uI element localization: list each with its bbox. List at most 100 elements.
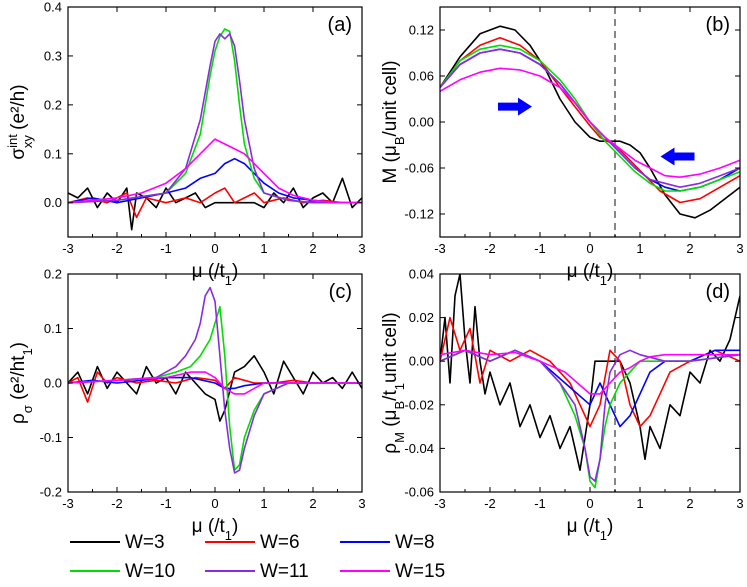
x-axis-label: μ (/t1) [192,261,239,288]
x-axis-label: μ (/t1) [567,261,614,288]
x-tick-label: 0 [211,496,218,511]
x-tick-label: -3 [434,496,446,511]
y-tick-label: 0.4 [44,0,62,15]
series-line-w10 [440,44,740,192]
y-tick-label: 0.1 [44,321,62,336]
y-tick-label: 0.06 [409,69,434,84]
legend: W=3 W=6 W=8 W=10 W=11 W=15 [70,532,445,582]
series-line-w15 [68,138,362,204]
x-tick-label: -2 [484,241,496,256]
panel-d: -3 -2 -1 0 1 2 3 -0.06 -0.04 -0.02 0.00 0.02 0.04 (d)… [380,267,744,543]
legend-item-w10: W=10 [70,561,175,582]
series-line-w10 [440,349,740,489]
legend-label: W=11 [260,561,309,582]
y-tick-label: 0.02 [409,310,434,325]
y-tick-label: -0.04 [404,441,434,456]
y-tick-label: -0.02 [404,397,434,412]
panel-label: (c) [329,281,352,303]
panel-a: -3 -2 -1 0 1 2 3 0.0 0.1 0.2 0.3 0.4 (a) μ (/t1) σintx… [5,0,366,288]
y-tick-label: 0.04 [409,267,434,282]
legend-label: W=3 [125,532,165,553]
series-line-w8 [440,349,740,428]
x-tick-label: 3 [358,496,365,511]
y-tick-label: 0.00 [409,115,434,130]
series-group [68,286,362,474]
panel-label: (b) [706,14,730,36]
series-line-w6 [68,371,362,403]
x-axis-label: μ (/t1) [567,516,614,543]
series-line-w3 [68,355,362,422]
arrow-right-icon [498,97,532,116]
x-tick-label: -3 [434,241,446,256]
arrow-left-icon [660,147,695,166]
x-tick-label: -3 [62,496,74,511]
series-line-w10 [68,28,362,204]
x-tick-label: 2 [686,496,693,511]
x-tick-label: 3 [358,241,365,256]
series-line-w15 [440,67,740,178]
panel-b: -3 -2 -1 0 1 2 3 -0.12 -0.06 0.00 0.06 0.12 (b) μ (/t… [380,6,744,288]
x-tick-label: 0 [586,241,593,256]
series-group [68,28,362,231]
legend-item-w6: W=6 [205,532,300,553]
x-tick-label: -1 [534,241,546,256]
series-line-w3 [440,274,740,471]
y-tick-label: 0.0 [44,195,62,210]
legend-item-w15: W=15 [340,561,445,582]
y-tick-label: 0.1 [44,146,62,161]
series-line-w11 [68,33,362,204]
plot-frame [439,273,741,493]
panels-group: -3 -2 -1 0 1 2 3 0.0 0.1 0.2 0.3 0.4 (a) μ (/t1) σintx… [5,0,744,543]
y-tick-label: -0.06 [404,485,434,500]
legend-item-w11: W=11 [205,561,309,582]
y-axis-label: M (μB/unit cell) [380,60,407,183]
y-tick-label: 0.00 [409,354,434,369]
y-axis-label: ρM (μB/t1unit cell) [380,312,407,453]
legend-item-w3: W=3 [70,532,165,553]
y-tick-label: 0.2 [44,97,62,112]
series-line-w6 [440,316,740,428]
x-tick-label: 1 [260,496,267,511]
legend-item-w8: W=8 [340,532,435,553]
y-axis-label: ρσ (e²/ht1) [8,342,35,424]
x-tick-label: 3 [736,496,743,511]
x-tick-label: 3 [736,241,743,256]
panel-label: (d) [706,281,730,303]
series-group [440,274,740,489]
x-tick-label: 0 [211,241,218,256]
y-tick-label: -0.06 [404,161,434,176]
y-axis-label: σintxy (e²/h) [5,84,35,159]
y-tick-label: 0.12 [409,23,434,38]
y-tick-label: 0.2 [44,267,62,282]
x-tick-label: 0 [586,496,593,511]
series-line-w11 [440,349,740,482]
x-tick-label: 2 [309,241,316,256]
y-tick-label: 0.3 [44,48,62,63]
x-tick-label: -2 [484,496,496,511]
series-line-w8 [68,157,362,204]
x-tick-label: 2 [309,496,316,511]
y-tick-label: -0.1 [40,430,62,445]
y-tick-label: 0.0 [44,376,62,391]
x-axis-label: μ (/t1) [192,516,239,543]
series-line-w6 [440,36,740,204]
x-tick-label: -1 [534,496,546,511]
legend-label: W=15 [395,561,445,582]
panel-label: (a) [328,14,352,36]
x-tick-label: -2 [111,496,123,511]
series-line-w10 [68,305,362,471]
legend-label: W=6 [260,532,300,553]
series-line-w15 [68,371,362,395]
series-line-w15 [440,349,740,395]
x-tick-label: -1 [160,496,172,511]
series-line-w11 [440,48,740,188]
panel-c: -3 -2 -1 0 1 2 3 -0.2 -0.1 0.0 0.1 0.2 (c) μ (/t1) ρσ … [8,267,366,543]
series-line-w3 [68,177,362,231]
x-tick-label: -3 [62,241,74,256]
y-tick-label: -0.2 [40,485,62,500]
y-tick-label: -0.12 [404,207,434,222]
legend-label: W=8 [395,532,435,553]
x-tick-label: 1 [636,241,643,256]
series-line-w11 [68,286,362,474]
